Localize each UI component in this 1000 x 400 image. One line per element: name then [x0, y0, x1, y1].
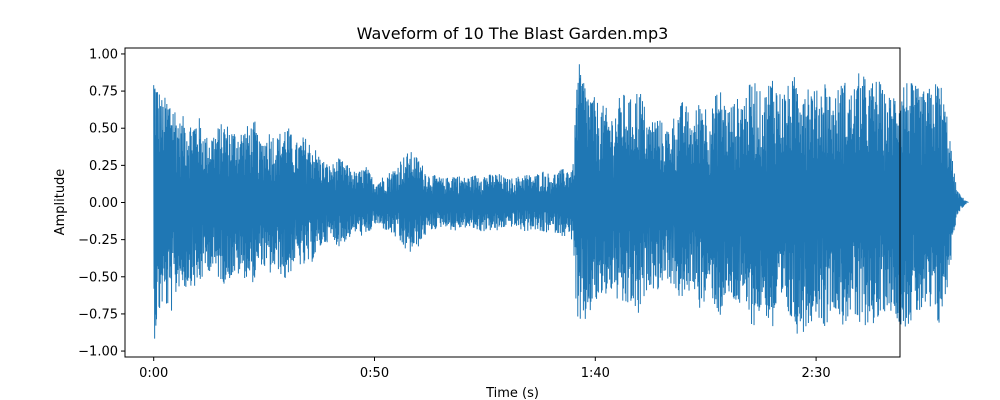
- y-axis-ticks: 1.00 0.75 0.50 0.25 0.00 −0.25 −0.50 −0.75 −1.00: [78, 47, 125, 360]
- y-tick-label: −0.25: [78, 233, 118, 248]
- y-tick-label: −1.00: [78, 345, 118, 360]
- chart-title: Waveform of 10 The Blast Garden.mp3: [357, 24, 669, 43]
- x-tick-label: 0:00: [139, 366, 168, 381]
- x-tick-label: 1:40: [581, 366, 610, 381]
- waveform-line: [153, 64, 969, 339]
- y-tick-label: 0.75: [89, 85, 118, 100]
- y-tick-label: 0.50: [89, 122, 118, 137]
- y-tick-label: 1.00: [89, 47, 118, 62]
- x-axis-label: Time (s): [485, 386, 539, 400]
- x-axis-ticks: 0:00 0:50 1:40 2:30: [139, 357, 831, 381]
- x-tick-label: 0:50: [360, 366, 389, 381]
- y-axis-label: Amplitude: [53, 169, 68, 236]
- y-tick-label: 0.25: [89, 159, 118, 174]
- x-tick-label: 2:30: [801, 366, 830, 381]
- plot-area: [153, 64, 969, 339]
- y-tick-label: −0.50: [78, 270, 118, 285]
- y-tick-label: −0.75: [78, 307, 118, 322]
- y-tick-label: 0.00: [89, 196, 118, 211]
